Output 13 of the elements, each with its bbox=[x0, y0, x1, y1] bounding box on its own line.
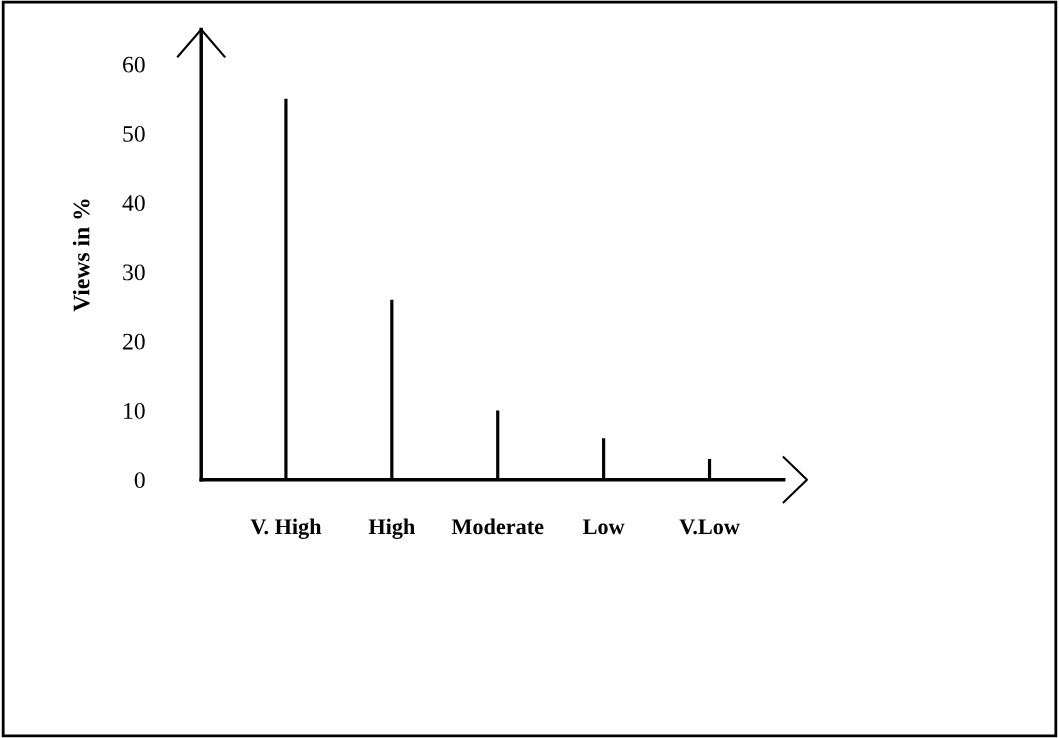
x-tick-label: High bbox=[368, 518, 415, 539]
y-tick-label: 30 bbox=[123, 264, 145, 281]
y-tick-label: 0 bbox=[134, 472, 145, 489]
y-tick-label: 20 bbox=[123, 333, 145, 350]
x-tick-label: V.Low bbox=[679, 519, 740, 535]
x-tick-label: Low bbox=[583, 519, 625, 535]
y-axis-title: Views in % bbox=[72, 199, 90, 312]
y-tick-label: 40 bbox=[122, 195, 145, 212]
x-tick-label: Moderate bbox=[451, 518, 544, 535]
y-tick-label: 60 bbox=[123, 56, 145, 73]
x-tick-label: V. High bbox=[250, 518, 322, 539]
y-tick-label: 10 bbox=[124, 402, 145, 419]
y-tick-label: 50 bbox=[123, 125, 145, 142]
